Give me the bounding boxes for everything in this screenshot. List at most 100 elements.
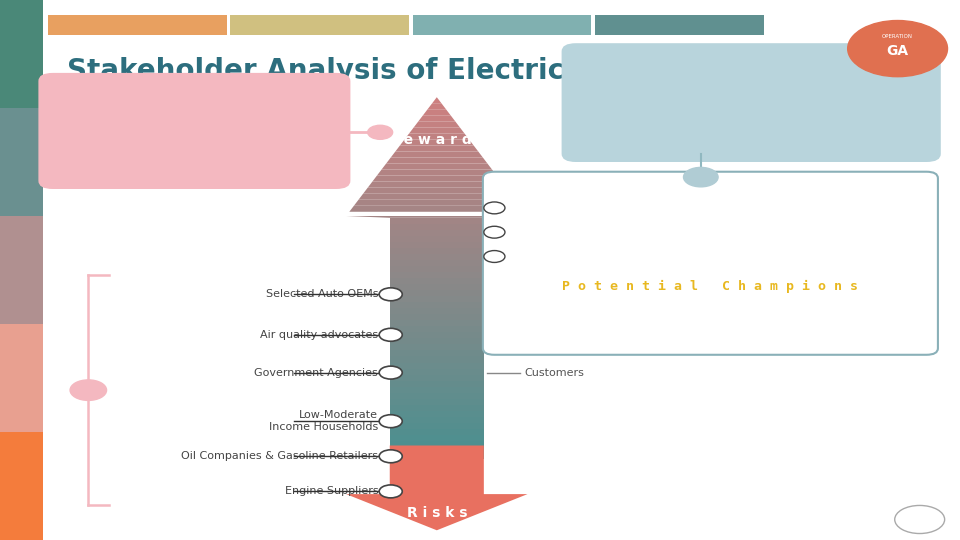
Text: Government Agencies: Government Agencies <box>254 368 378 377</box>
Polygon shape <box>390 435 484 441</box>
Text: GA: GA <box>886 44 909 58</box>
Polygon shape <box>390 350 484 356</box>
Bar <box>48 15 227 35</box>
Polygon shape <box>390 290 484 296</box>
Bar <box>0 324 43 432</box>
Circle shape <box>484 251 505 262</box>
Polygon shape <box>386 158 488 164</box>
Polygon shape <box>390 447 484 453</box>
Circle shape <box>379 288 402 301</box>
Polygon shape <box>358 194 516 200</box>
Polygon shape <box>432 97 442 103</box>
Bar <box>595 15 764 35</box>
Polygon shape <box>390 333 484 339</box>
Polygon shape <box>390 405 484 411</box>
Polygon shape <box>368 181 506 188</box>
Circle shape <box>379 485 402 498</box>
Polygon shape <box>390 320 484 326</box>
Text: P o t e n t i a l   C h a m p i o n s: P o t e n t i a l C h a m p i o n s <box>563 280 858 293</box>
Bar <box>0 0 43 108</box>
Polygon shape <box>390 308 484 314</box>
Text: Customers: Customers <box>524 368 584 377</box>
Polygon shape <box>390 339 484 345</box>
Polygon shape <box>390 266 484 272</box>
Circle shape <box>848 21 948 77</box>
Polygon shape <box>346 446 528 530</box>
Polygon shape <box>390 236 484 242</box>
Bar <box>413 15 591 35</box>
Polygon shape <box>390 393 484 399</box>
Polygon shape <box>390 248 484 254</box>
Circle shape <box>379 366 402 379</box>
Polygon shape <box>363 188 511 194</box>
Circle shape <box>484 226 505 238</box>
Text: R e w a r d s: R e w a r d s <box>389 133 485 147</box>
Bar <box>0 432 43 540</box>
Polygon shape <box>400 139 473 145</box>
Polygon shape <box>390 411 484 417</box>
Text: Low-Moderate
Income Households: Low-Moderate Income Households <box>269 410 378 432</box>
Polygon shape <box>390 242 484 248</box>
Text: Stakeholder Analysis of Electric Vehicles: Stakeholder Analysis of Electric Vehicle… <box>67 57 704 85</box>
Polygon shape <box>390 218 484 224</box>
Polygon shape <box>390 429 484 435</box>
Bar <box>0 216 43 324</box>
Polygon shape <box>390 224 484 230</box>
Text: Air quality advocates: Air quality advocates <box>260 330 378 340</box>
Text: Oil Companies & Gasoline Retailers: Oil Companies & Gasoline Retailers <box>181 451 378 461</box>
Polygon shape <box>419 116 455 122</box>
Circle shape <box>684 167 718 187</box>
Polygon shape <box>390 302 484 308</box>
Polygon shape <box>390 345 484 350</box>
Polygon shape <box>390 356 484 362</box>
Polygon shape <box>349 206 524 212</box>
FancyBboxPatch shape <box>38 73 350 189</box>
Text: Selected Auto OEMs: Selected Auto OEMs <box>266 289 378 299</box>
Polygon shape <box>377 170 496 176</box>
Polygon shape <box>390 254 484 260</box>
Circle shape <box>379 328 402 341</box>
Polygon shape <box>390 260 484 266</box>
Text: OPERATION: OPERATION <box>882 34 913 39</box>
Polygon shape <box>390 417 484 423</box>
Text: Engine Suppliers: Engine Suppliers <box>284 487 378 496</box>
Polygon shape <box>354 200 519 206</box>
Polygon shape <box>409 127 465 133</box>
Text: R i s k s: R i s k s <box>406 506 468 520</box>
FancyBboxPatch shape <box>483 172 938 355</box>
Circle shape <box>368 125 393 139</box>
Polygon shape <box>390 381 484 387</box>
Polygon shape <box>346 216 528 218</box>
Polygon shape <box>404 133 469 139</box>
Polygon shape <box>423 109 450 116</box>
Polygon shape <box>427 103 446 109</box>
Text: Environmental and Clean Energy NGOs: Environmental and Clean Energy NGOs <box>509 203 728 213</box>
Polygon shape <box>390 375 484 381</box>
Polygon shape <box>390 441 484 447</box>
Bar <box>0 108 43 216</box>
Text: Electric Utilities & Charging Providers: Electric Utilities & Charging Providers <box>509 227 717 237</box>
Polygon shape <box>390 278 484 284</box>
Text: Environmental nonprofits, energy-
efficiency think tanks/clean energy
advocates: Environmental nonprofits, energy- effici… <box>654 84 850 122</box>
Polygon shape <box>390 423 484 429</box>
Circle shape <box>379 415 402 428</box>
Polygon shape <box>390 230 484 236</box>
Polygon shape <box>390 387 484 393</box>
Polygon shape <box>372 176 501 181</box>
Polygon shape <box>390 453 484 459</box>
Polygon shape <box>391 151 483 158</box>
Polygon shape <box>390 368 484 375</box>
Circle shape <box>70 380 107 401</box>
FancyBboxPatch shape <box>562 43 941 162</box>
Polygon shape <box>390 326 484 333</box>
Polygon shape <box>390 314 484 320</box>
Polygon shape <box>390 362 484 368</box>
Polygon shape <box>390 399 484 405</box>
Circle shape <box>484 202 505 214</box>
Bar <box>230 15 409 35</box>
Circle shape <box>379 450 402 463</box>
Polygon shape <box>390 296 484 302</box>
Polygon shape <box>396 145 478 151</box>
Polygon shape <box>414 122 460 127</box>
Text: Battery Suppliers, Power Electronics Suppliers: Battery Suppliers, Power Electronics Sup… <box>509 252 766 261</box>
